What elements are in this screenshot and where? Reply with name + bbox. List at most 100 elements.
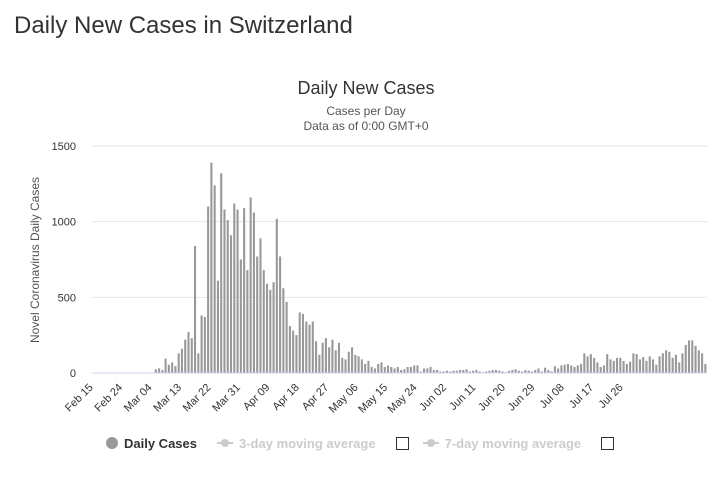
bar[interactable] bbox=[609, 359, 612, 373]
bar[interactable] bbox=[367, 360, 370, 373]
bar[interactable] bbox=[599, 366, 602, 373]
bar[interactable] bbox=[243, 208, 246, 373]
bar[interactable] bbox=[697, 350, 700, 373]
bar[interactable] bbox=[691, 340, 694, 373]
bar[interactable] bbox=[524, 369, 527, 373]
bar[interactable] bbox=[239, 259, 242, 374]
bar[interactable] bbox=[547, 369, 550, 373]
bar[interactable] bbox=[354, 354, 357, 373]
bar[interactable] bbox=[167, 364, 170, 373]
bar[interactable] bbox=[403, 369, 406, 373]
bar[interactable] bbox=[472, 370, 475, 373]
bar[interactable] bbox=[236, 209, 239, 373]
bar[interactable] bbox=[684, 345, 687, 373]
bar[interactable] bbox=[413, 365, 416, 373]
bar[interactable] bbox=[638, 359, 641, 373]
bar[interactable] bbox=[288, 326, 291, 373]
bar[interactable] bbox=[341, 357, 344, 373]
bar[interactable] bbox=[233, 203, 236, 373]
bar[interactable] bbox=[416, 365, 419, 373]
bar[interactable] bbox=[390, 366, 393, 373]
bar[interactable] bbox=[458, 369, 462, 373]
bar[interactable] bbox=[249, 197, 252, 373]
bar[interactable] bbox=[485, 371, 488, 373]
bar[interactable] bbox=[534, 369, 537, 373]
bar[interactable] bbox=[658, 356, 661, 373]
bar[interactable] bbox=[351, 347, 354, 373]
bar[interactable] bbox=[661, 353, 664, 373]
bar[interactable] bbox=[668, 351, 671, 373]
bar[interactable] bbox=[422, 368, 426, 373]
bar[interactable] bbox=[292, 330, 295, 373]
bar[interactable] bbox=[508, 370, 511, 373]
bar[interactable] bbox=[570, 365, 573, 373]
bar[interactable] bbox=[589, 354, 592, 373]
bar[interactable] bbox=[154, 369, 157, 373]
bar[interactable] bbox=[622, 360, 625, 373]
bar[interactable] bbox=[671, 357, 674, 373]
bar[interactable] bbox=[396, 366, 399, 373]
bar[interactable] bbox=[491, 369, 494, 373]
bar[interactable] bbox=[619, 357, 622, 373]
bar[interactable] bbox=[488, 370, 491, 373]
bar[interactable] bbox=[220, 173, 223, 373]
bar[interactable] bbox=[452, 370, 455, 373]
bar[interactable] bbox=[593, 357, 596, 373]
bar[interactable] bbox=[478, 371, 481, 373]
bar[interactable] bbox=[184, 339, 187, 373]
bar[interactable] bbox=[194, 245, 197, 373]
bar[interactable] bbox=[494, 369, 498, 373]
bar[interactable] bbox=[406, 366, 409, 373]
bar[interactable] bbox=[563, 364, 566, 373]
bar[interactable] bbox=[308, 324, 311, 373]
bar[interactable] bbox=[187, 332, 190, 373]
bar[interactable] bbox=[468, 371, 471, 373]
bar[interactable] bbox=[246, 270, 249, 373]
bar[interactable] bbox=[632, 353, 635, 373]
bar[interactable] bbox=[311, 321, 314, 373]
bar[interactable] bbox=[383, 366, 386, 373]
bar[interactable] bbox=[301, 313, 305, 373]
bar[interactable] bbox=[318, 354, 321, 373]
bar[interactable] bbox=[606, 354, 609, 373]
bar[interactable] bbox=[602, 365, 605, 373]
legend-item-3-day-average[interactable]: 3-day moving average bbox=[217, 436, 376, 451]
bar[interactable] bbox=[360, 359, 363, 373]
bar[interactable] bbox=[347, 351, 350, 373]
bar[interactable] bbox=[331, 339, 334, 373]
bar[interactable] bbox=[259, 238, 262, 373]
bar[interactable] bbox=[462, 369, 465, 373]
bar[interactable] bbox=[210, 162, 213, 373]
bar[interactable] bbox=[642, 357, 645, 373]
bar[interactable] bbox=[295, 335, 298, 373]
bar[interactable] bbox=[226, 220, 229, 373]
bar[interactable] bbox=[586, 356, 589, 373]
bar[interactable] bbox=[387, 365, 390, 373]
bar[interactable] bbox=[200, 315, 203, 373]
bar[interactable] bbox=[174, 366, 177, 373]
bar[interactable] bbox=[429, 366, 432, 373]
bar[interactable] bbox=[229, 235, 233, 373]
bar[interactable] bbox=[465, 369, 468, 373]
checkbox-7-day-average[interactable] bbox=[601, 436, 615, 450]
bar[interactable] bbox=[275, 218, 278, 373]
bar[interactable] bbox=[573, 366, 576, 373]
bar[interactable] bbox=[625, 363, 628, 373]
bar[interactable] bbox=[550, 371, 553, 373]
bar[interactable] bbox=[596, 362, 599, 373]
bar[interactable] bbox=[439, 371, 442, 373]
bar[interactable] bbox=[544, 367, 547, 373]
bar[interactable] bbox=[357, 356, 360, 373]
bar[interactable] bbox=[337, 342, 341, 373]
bar[interactable] bbox=[216, 280, 219, 373]
bar[interactable] bbox=[279, 256, 282, 373]
bar[interactable] bbox=[190, 338, 193, 373]
bar[interactable] bbox=[180, 348, 183, 373]
checkbox-3-day-average[interactable] bbox=[395, 436, 409, 450]
bar[interactable] bbox=[449, 371, 452, 373]
bar[interactable] bbox=[269, 289, 272, 373]
bar[interactable] bbox=[580, 363, 583, 373]
bar[interactable] bbox=[298, 312, 301, 373]
bar[interactable] bbox=[285, 301, 288, 373]
bar[interactable] bbox=[517, 370, 520, 373]
